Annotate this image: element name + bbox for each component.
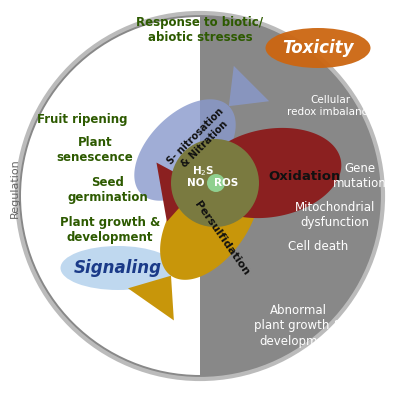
Text: Regulation: Regulation xyxy=(10,158,20,218)
Text: Plant
senescence: Plant senescence xyxy=(57,136,133,164)
Polygon shape xyxy=(156,162,199,222)
Text: H$_2$S: H$_2$S xyxy=(192,164,214,178)
Polygon shape xyxy=(128,276,174,320)
Text: Mitochondrial
dysfunction: Mitochondrial dysfunction xyxy=(295,201,375,229)
Polygon shape xyxy=(160,160,260,280)
Text: Cell death: Cell death xyxy=(288,240,348,252)
Text: NO: NO xyxy=(187,178,205,188)
Circle shape xyxy=(17,13,383,379)
Polygon shape xyxy=(199,128,341,218)
Circle shape xyxy=(171,139,259,227)
Text: Cellular
redox imbalance: Cellular redox imbalance xyxy=(287,95,373,117)
Polygon shape xyxy=(134,100,236,201)
Wedge shape xyxy=(21,17,200,375)
Text: Gene
mutation: Gene mutation xyxy=(333,162,387,190)
Text: Plant growth &
development: Plant growth & development xyxy=(60,216,160,244)
Ellipse shape xyxy=(266,28,370,68)
Circle shape xyxy=(207,174,225,192)
Polygon shape xyxy=(229,66,269,106)
Text: Toxicity: Toxicity xyxy=(282,39,354,57)
Ellipse shape xyxy=(60,246,176,290)
Text: Seed
germination: Seed germination xyxy=(68,176,148,204)
Text: Fruit ripening: Fruit ripening xyxy=(37,113,127,127)
Text: S- nitrosation
& Nitration: S- nitrosation & Nitration xyxy=(166,106,234,174)
Text: Signaling: Signaling xyxy=(74,259,162,277)
Text: Persulfidation: Persulfidation xyxy=(193,199,251,277)
Text: ROS: ROS xyxy=(214,178,238,188)
Text: Abnormal
plant growth &
development: Abnormal plant growth & development xyxy=(254,304,342,347)
Text: Oxidation: Oxidation xyxy=(269,170,341,183)
Text: Response to biotic/
abiotic stresses: Response to biotic/ abiotic stresses xyxy=(136,16,264,44)
